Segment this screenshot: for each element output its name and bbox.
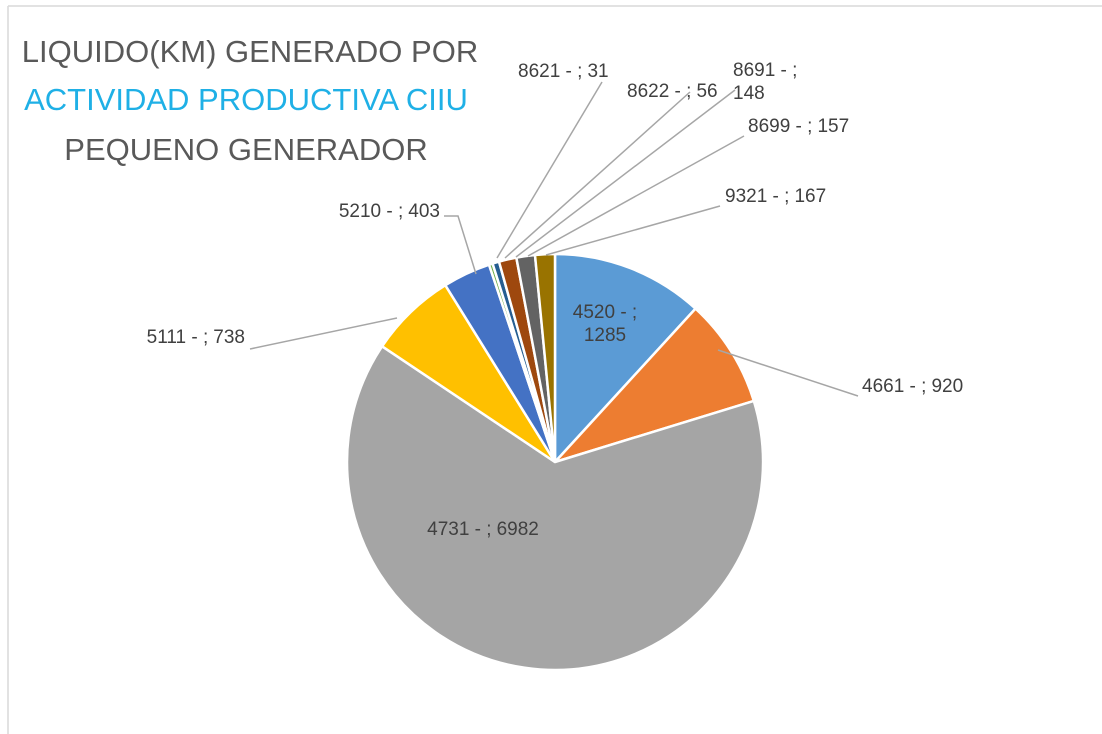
label-category: 8621 - ; [518,61,582,82]
chart-title: ACTIVIDAD PRODUCTIVA CIIU [24,82,468,117]
label-value: 403 [408,201,440,222]
data-label: 8691 - ; 148 [733,60,797,104]
leader-line [249,317,398,350]
data-label: 5210 - ; 403 [339,201,440,222]
label-value: 167 [794,186,826,207]
label-value: 56 [696,81,717,102]
data-label: 4731 - ; 6982 [427,519,539,540]
label-value: 31 [587,61,608,82]
leader-line [504,91,691,259]
label-value: 6982 [497,519,539,540]
leader-line [496,81,603,259]
chart-title: LIQUIDO(KM) GENERADO POR [22,34,478,69]
pie-slice [345,344,765,672]
leader-line [717,349,859,397]
leader-line [515,89,736,258]
label-category: 5210 - ; [339,201,403,222]
pie-slice [553,252,698,466]
label-category: 8622 - ; [627,81,691,102]
data-label: 9321 - ; 167 [725,186,826,207]
label-category: 8699 - ; [748,116,812,137]
label-value: 148 [733,83,765,104]
label-category: 9321 - ; [725,186,789,207]
label-value: 920 [931,376,963,397]
label-category: 8691 - ; [733,60,797,81]
leader-line [527,135,745,257]
label-category: 5111 - ; [147,327,209,348]
data-label: 4520 - ; 1285 [573,302,637,346]
data-label: 8622 - ; 56 [627,81,718,102]
leader-line [444,215,477,275]
label-value: 157 [817,116,849,137]
data-label: 4661 - ; 920 [862,376,963,397]
label-category: 4520 - ; [573,302,637,323]
data-label: 8621 - ; 31 [518,61,609,82]
label-value: 1285 [584,325,626,346]
data-label: 8699 - ; 157 [748,116,849,137]
pie-slice [533,252,557,463]
chart-title: PEQUENO GENERADOR [64,132,427,167]
label-category: 4661 - ; [862,376,926,397]
leader-line [545,205,721,256]
pie-slice [550,306,756,465]
label-value: 738 [213,327,245,348]
label-category: 4731 - ; [427,519,491,540]
data-label: 5111 - ; 738 [147,327,245,348]
